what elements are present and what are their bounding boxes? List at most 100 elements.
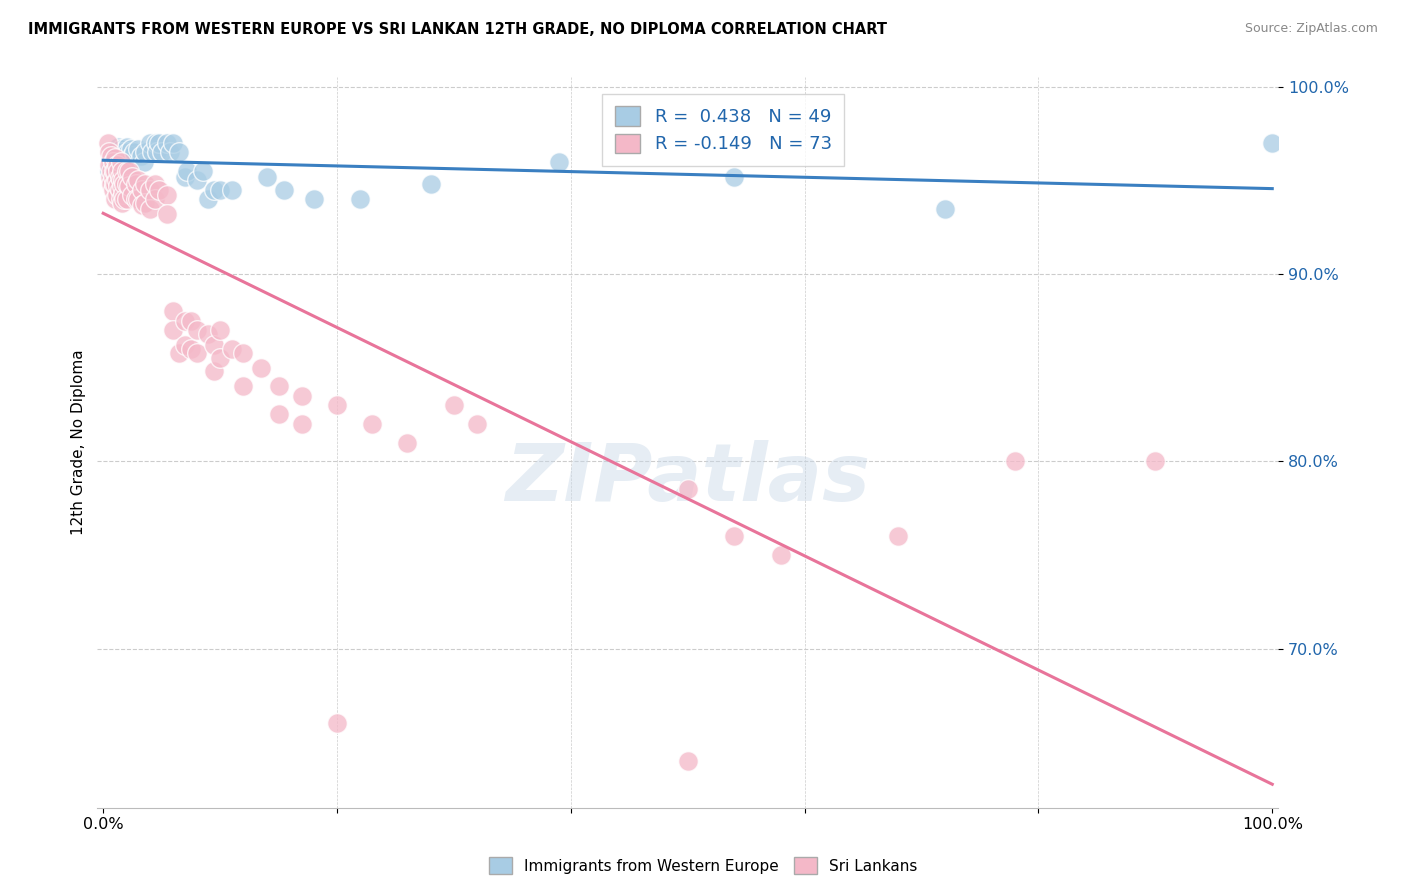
Point: [232, 379, 254, 393]
Point: [120, 154, 142, 169]
Point: [112, 173, 135, 187]
Point: [197, 326, 219, 341]
Point: [443, 398, 465, 412]
Point: [127, 142, 149, 156]
Point: [167, 345, 190, 359]
Point: [148, 136, 170, 150]
Point: [112, 147, 135, 161]
Point: [723, 529, 745, 543]
Point: [548, 154, 571, 169]
Point: [121, 169, 143, 184]
Point: [145, 136, 167, 150]
Point: [934, 202, 956, 216]
Point: [174, 314, 197, 328]
Point: [256, 169, 278, 184]
Point: [101, 169, 124, 184]
Point: [120, 142, 142, 156]
Point: [117, 145, 139, 160]
Point: [291, 389, 314, 403]
Point: [419, 177, 441, 191]
Point: [115, 139, 138, 153]
Text: IMMIGRANTS FROM WESTERN EUROPE VS SRI LANKAN 12TH GRADE, NO DIPLOMA CORRELATION : IMMIGRANTS FROM WESTERN EUROPE VS SRI LA…: [28, 22, 887, 37]
Point: [105, 158, 128, 172]
Point: [98, 169, 121, 184]
Point: [98, 145, 121, 160]
Point: [108, 149, 131, 163]
Point: [104, 177, 127, 191]
Point: [1144, 454, 1167, 468]
Point: [104, 192, 127, 206]
Point: [131, 198, 153, 212]
Point: [115, 177, 138, 191]
Point: [302, 192, 325, 206]
Legend: R =  0.438   N = 49, R = -0.149   N = 73: R = 0.438 N = 49, R = -0.149 N = 73: [602, 94, 845, 166]
Point: [115, 164, 138, 178]
Point: [349, 192, 371, 206]
Point: [115, 192, 138, 206]
Point: [202, 183, 225, 197]
Point: [104, 145, 127, 160]
Point: [197, 192, 219, 206]
Point: [98, 158, 121, 172]
Point: [125, 192, 148, 206]
Point: [180, 314, 202, 328]
Point: [186, 173, 208, 187]
Point: [132, 154, 155, 169]
Point: [118, 164, 141, 178]
Point: [232, 345, 254, 359]
Point: [159, 145, 181, 160]
Point: [1261, 136, 1284, 150]
Point: [104, 164, 127, 178]
Point: [127, 192, 149, 206]
Point: [139, 202, 162, 216]
Point: [111, 195, 134, 210]
Point: [110, 173, 132, 187]
Point: [176, 164, 198, 178]
Point: [112, 192, 135, 206]
Point: [111, 164, 134, 178]
Point: [134, 145, 156, 160]
Point: [209, 323, 232, 337]
Point: [110, 142, 132, 156]
Point: [202, 338, 225, 352]
Point: [100, 164, 122, 178]
Point: [676, 483, 699, 497]
Point: [107, 179, 129, 194]
Point: [107, 139, 129, 153]
Point: [162, 323, 184, 337]
Point: [98, 164, 121, 178]
Point: [291, 417, 314, 431]
Point: [105, 173, 128, 187]
Point: [770, 548, 793, 562]
Point: [156, 207, 179, 221]
Point: [108, 169, 131, 184]
Text: Source: ZipAtlas.com: Source: ZipAtlas.com: [1244, 22, 1378, 36]
Point: [104, 151, 127, 165]
Point: [118, 151, 141, 165]
Point: [118, 179, 141, 194]
Point: [111, 145, 134, 160]
Point: [121, 149, 143, 163]
Point: [111, 179, 134, 194]
Point: [100, 177, 122, 191]
Point: [676, 754, 699, 768]
Point: [134, 177, 156, 191]
Point: [122, 145, 145, 160]
Point: [134, 195, 156, 210]
Point: [110, 192, 132, 206]
Point: [267, 379, 290, 393]
Point: [108, 183, 131, 197]
Point: [221, 183, 243, 197]
Point: [105, 188, 128, 202]
Point: [127, 173, 149, 187]
Point: [162, 136, 184, 150]
Point: [174, 338, 197, 352]
Point: [156, 136, 179, 150]
Point: [180, 342, 202, 356]
Point: [112, 186, 135, 201]
Point: [221, 342, 243, 356]
Point: [121, 188, 143, 202]
Point: [361, 417, 384, 431]
Point: [156, 188, 179, 202]
Point: [107, 164, 129, 178]
